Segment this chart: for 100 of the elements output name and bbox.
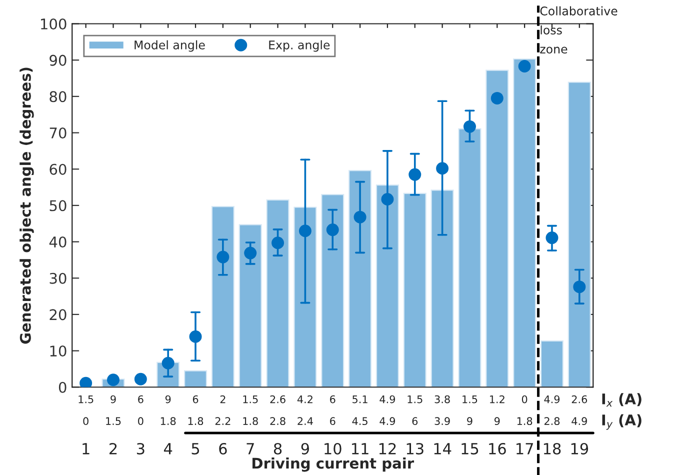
point bbox=[463, 120, 476, 133]
y-tick-label: 80 bbox=[50, 91, 66, 102]
legend-label: Exp. angle bbox=[269, 40, 330, 52]
y-tick-label: 20 bbox=[50, 309, 66, 320]
text: 9 bbox=[467, 417, 472, 426]
y-tick-label: 90 bbox=[50, 54, 66, 66]
x-tick-label: 12 bbox=[379, 442, 396, 454]
x-axis-title: Driving current pair bbox=[252, 457, 414, 472]
x-tick-label: 2 bbox=[110, 442, 117, 454]
x-tick-label: 9 bbox=[301, 442, 309, 455]
text: 4.9 bbox=[572, 417, 587, 426]
bar bbox=[376, 184, 399, 388]
text: I$_{x}$ (A) bbox=[602, 393, 642, 407]
text: 1.8 bbox=[188, 417, 204, 426]
point bbox=[298, 224, 312, 238]
y-tick-label: 60 bbox=[50, 164, 66, 175]
text: 2.2 bbox=[215, 417, 230, 425]
text: 9 bbox=[110, 395, 116, 404]
bar bbox=[430, 190, 454, 388]
ref-line-label: Collaborative loss zone bbox=[540, 6, 618, 54]
bar bbox=[294, 206, 317, 388]
x-tick-label: 10 bbox=[324, 442, 342, 455]
text: 1.8 bbox=[517, 417, 532, 426]
point bbox=[354, 210, 366, 224]
bar bbox=[403, 192, 426, 388]
bar bbox=[568, 82, 591, 388]
point bbox=[436, 162, 449, 175]
bar bbox=[321, 194, 344, 388]
text: 1.8 bbox=[160, 417, 176, 426]
y-tick-label: 50 bbox=[50, 200, 66, 212]
text: 4.5 bbox=[352, 417, 368, 426]
text: 3.8 bbox=[434, 395, 450, 404]
x-tick-label: 14 bbox=[434, 443, 452, 454]
text: 6 bbox=[330, 417, 336, 426]
x-tick-label: 13 bbox=[406, 442, 424, 455]
bar bbox=[458, 128, 482, 388]
x-tick-label: 4 bbox=[164, 443, 172, 454]
bar bbox=[486, 70, 509, 388]
bar bbox=[348, 170, 372, 388]
text: 2.6 bbox=[572, 395, 588, 404]
text: 1.5 bbox=[462, 395, 478, 404]
text: 1.5 bbox=[408, 395, 422, 404]
legend-label: Model angle bbox=[134, 40, 205, 52]
text: 0 bbox=[83, 417, 88, 426]
x-tick-label: 5 bbox=[192, 443, 200, 455]
text: 2 bbox=[220, 395, 226, 404]
text: 5.1 bbox=[352, 395, 368, 404]
point bbox=[272, 236, 284, 250]
text: 0 bbox=[138, 417, 144, 426]
x-tick-label: 11 bbox=[352, 443, 368, 454]
y-tick-label: 40 bbox=[49, 236, 66, 248]
text: 1.2 bbox=[490, 395, 504, 404]
bar bbox=[513, 58, 536, 388]
text: 4.9 bbox=[380, 417, 396, 426]
text: 6 bbox=[192, 395, 198, 404]
point bbox=[518, 60, 531, 73]
x-tick-label: 15 bbox=[462, 443, 478, 455]
text: 3.9 bbox=[434, 417, 450, 426]
x-tick-label: 6 bbox=[219, 442, 227, 455]
bar bbox=[540, 340, 564, 388]
x-tick-label: 1 bbox=[82, 443, 90, 454]
y-tick-label: 0 bbox=[58, 382, 66, 393]
point bbox=[490, 92, 504, 104]
y-tick-label: 70 bbox=[50, 127, 66, 139]
point bbox=[326, 224, 339, 236]
bar bbox=[238, 224, 262, 388]
text: 6 bbox=[138, 395, 144, 404]
point bbox=[189, 330, 202, 343]
x-tick-label: 3 bbox=[136, 442, 144, 455]
text: 2.8 bbox=[270, 417, 286, 426]
x-tick-label: 18 bbox=[544, 442, 561, 455]
bar bbox=[266, 199, 290, 388]
point bbox=[134, 372, 147, 386]
x-tick-label: 7 bbox=[246, 443, 254, 454]
text: 1.5 bbox=[78, 395, 94, 404]
point bbox=[216, 250, 230, 264]
point bbox=[80, 376, 92, 388]
text: 6 bbox=[330, 395, 336, 404]
text: 4.2 bbox=[297, 395, 312, 404]
text: 4.9 bbox=[380, 395, 396, 404]
point bbox=[408, 168, 422, 181]
point bbox=[107, 374, 120, 386]
x-tick-label: 16 bbox=[489, 442, 506, 455]
point bbox=[573, 280, 586, 294]
text: 9 bbox=[494, 417, 500, 426]
x-tick-label: 17 bbox=[516, 443, 533, 454]
text: 9 bbox=[165, 395, 171, 404]
point bbox=[546, 232, 558, 244]
y-tick-label: 100 bbox=[41, 18, 66, 30]
text: 1.5 bbox=[106, 417, 121, 426]
text: 1.8 bbox=[243, 417, 258, 426]
text: 2.8 bbox=[544, 417, 560, 426]
point bbox=[162, 356, 174, 370]
y-tick-label: 30 bbox=[50, 272, 66, 284]
bar bbox=[211, 206, 234, 388]
point bbox=[244, 246, 257, 260]
text: 2.4 bbox=[298, 417, 313, 425]
text: 0 bbox=[522, 395, 528, 404]
y-tick-label: 10 bbox=[50, 346, 66, 357]
text: 4.9 bbox=[544, 395, 560, 404]
